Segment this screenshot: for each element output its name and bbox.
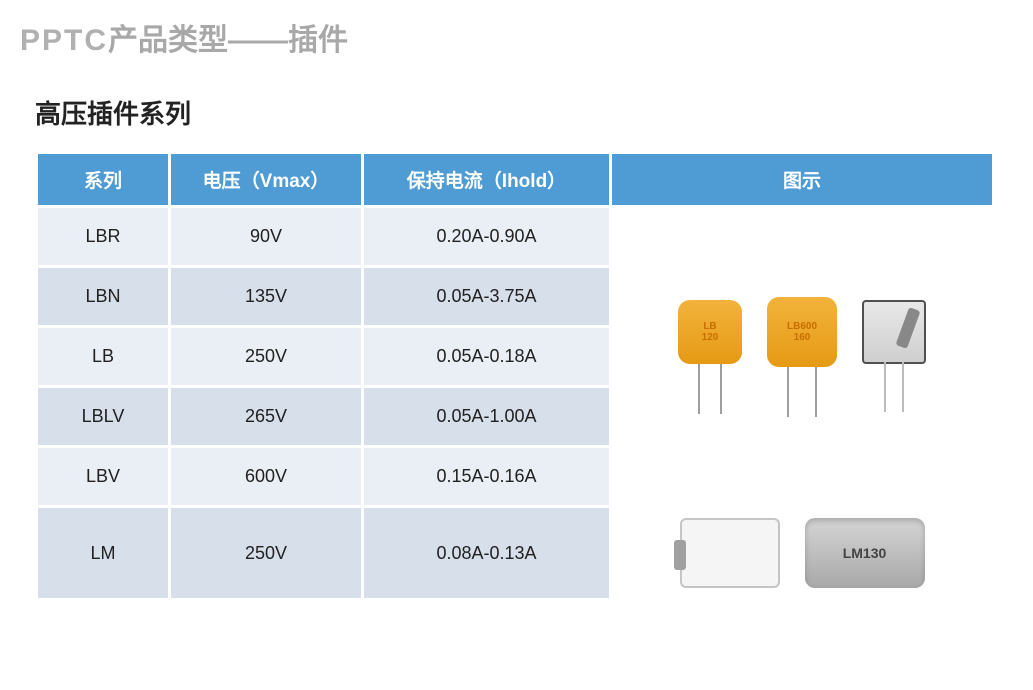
cell-ihold: 0.05A-3.75A bbox=[364, 268, 609, 325]
table-row: LBR 90V 0.20A-0.90A LB 120 LB600 160 bbox=[38, 208, 992, 265]
cell-ihold: 0.15A-0.16A bbox=[364, 448, 609, 505]
cell-ihold: 0.08A-0.13A bbox=[364, 508, 609, 598]
cell-vmax: 135V bbox=[171, 268, 361, 325]
cell-ihold: 0.05A-1.00A bbox=[364, 388, 609, 445]
cell-series: LBN bbox=[38, 268, 168, 325]
component-lead bbox=[720, 364, 722, 414]
cell-ihold: 0.20A-0.90A bbox=[364, 208, 609, 265]
cell-series: LM bbox=[38, 508, 168, 598]
cell-series: LBR bbox=[38, 208, 168, 265]
section-title: 高压插件系列 bbox=[0, 69, 1033, 151]
page-title: PPTC产品类型——插件 bbox=[0, 0, 1033, 69]
cell-vmax: 265V bbox=[171, 388, 361, 445]
spec-table: 系列 电压（Vmax） 保持电流（Ihold） 图示 LBR 90V 0.20A… bbox=[35, 151, 995, 601]
image-cell-bottom: LM130 bbox=[612, 508, 992, 598]
cell-ihold: 0.05A-0.18A bbox=[364, 328, 609, 385]
component-label: LB600 160 bbox=[785, 321, 820, 343]
header-ihold: 保持电流（Ihold） bbox=[364, 154, 609, 205]
cell-series: LBV bbox=[38, 448, 168, 505]
header-series: 系列 bbox=[38, 154, 168, 205]
component-lead bbox=[815, 367, 817, 417]
component-lead bbox=[698, 364, 700, 414]
component-lead bbox=[884, 362, 886, 412]
page-title-prefix: PPTC bbox=[20, 24, 108, 57]
spec-table-wrap: 系列 电压（Vmax） 保持电流（Ihold） 图示 LBR 90V 0.20A… bbox=[0, 151, 1033, 601]
component-label: LM130 bbox=[843, 545, 887, 561]
cell-vmax: 250V bbox=[171, 328, 361, 385]
image-cell-top: LB 120 LB600 160 bbox=[612, 208, 992, 505]
cell-vmax: 90V bbox=[171, 208, 361, 265]
page-title-rest: 产品类型——插件 bbox=[108, 24, 348, 57]
component-smd-white bbox=[680, 518, 780, 588]
component-silver bbox=[862, 300, 926, 364]
header-row: 系列 电压（Vmax） 保持电流（Ihold） 图示 bbox=[38, 154, 992, 205]
component-lead bbox=[787, 367, 789, 417]
component-group-bottom: LM130 bbox=[622, 518, 982, 588]
cell-vmax: 600V bbox=[171, 448, 361, 505]
component-lead bbox=[902, 362, 904, 412]
cell-series: LB bbox=[38, 328, 168, 385]
component-group-top: LB 120 LB600 160 bbox=[622, 287, 982, 427]
component-label: LB 120 bbox=[694, 321, 726, 343]
component-smd-gray: LM130 bbox=[805, 518, 925, 588]
header-vmax: 电压（Vmax） bbox=[171, 154, 361, 205]
header-image: 图示 bbox=[612, 154, 992, 205]
table-row: LM 250V 0.08A-0.13A LM130 bbox=[38, 508, 992, 598]
component-orange-2: LB600 160 bbox=[767, 297, 837, 367]
component-orange-1: LB 120 bbox=[678, 300, 742, 364]
cell-vmax: 250V bbox=[171, 508, 361, 598]
cell-series: LBLV bbox=[38, 388, 168, 445]
